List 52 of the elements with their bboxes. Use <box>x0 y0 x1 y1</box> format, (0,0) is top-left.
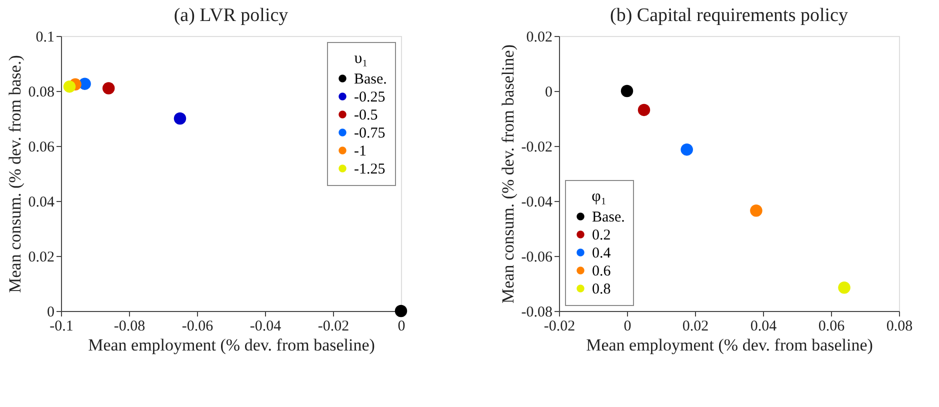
x-tick-label: 0 <box>398 318 406 334</box>
legend-label: Base. <box>354 72 387 88</box>
point <box>174 112 186 125</box>
chart-title: (b) Capital requirements policy <box>610 5 848 26</box>
y-tick-label: 0.06 <box>28 140 55 156</box>
legend-label: 0.8 <box>592 282 611 298</box>
legend-label: -0.25 <box>354 90 386 106</box>
y-tick-label: -0.08 <box>521 304 552 320</box>
y-axis-title: Mean consum. (% dev. from base.) <box>5 55 24 293</box>
point <box>394 304 408 318</box>
legend-label: -0.75 <box>354 126 386 142</box>
y-tick-label: -0.06 <box>521 250 553 266</box>
y-tick-label: 0.08 <box>28 84 54 100</box>
x-tick-label: -0.02 <box>318 318 350 334</box>
x-tick-label: 0 <box>624 318 632 334</box>
legend-label: 0.6 <box>592 264 612 280</box>
point <box>638 104 650 116</box>
x-tick-label: 0.02 <box>682 318 709 334</box>
x-tick-label: -0.04 <box>250 318 282 334</box>
legend-label: -0.5 <box>354 108 378 124</box>
legend-title: φ₁ <box>592 188 606 205</box>
x-axis-title: Mean employment (% dev. from baseline) <box>88 336 375 354</box>
y-tick-label: 0.02 <box>28 250 54 266</box>
point <box>838 282 850 294</box>
y-tick-label: 0.04 <box>28 194 55 210</box>
point <box>750 204 762 217</box>
y-axis-title: Mean consum. (% dev. from baseline) <box>498 44 518 304</box>
y-tick-label: 0 <box>545 84 552 100</box>
legend-label: 0.4 <box>592 246 612 262</box>
x-axis-title: Mean employment (% dev. from baseline) <box>586 336 873 354</box>
point <box>102 82 115 94</box>
legend-label: -1.25 <box>354 162 386 178</box>
point <box>680 143 693 156</box>
x-tick-label: -0.06 <box>182 318 214 334</box>
legend-label: -1 <box>354 144 366 160</box>
legend-label: 0.2 <box>592 228 611 244</box>
y-tick-label: -0.02 <box>521 140 552 156</box>
x-tick-label: 0.04 <box>750 318 778 334</box>
x-tick-label: -0.02 <box>544 318 576 334</box>
point <box>620 84 634 98</box>
chart-title: (a) LVR policy <box>174 5 289 26</box>
y-tick-label: 0.1 <box>36 30 54 46</box>
y-tick-label: 0 <box>47 304 54 320</box>
x-tick-label: 0.08 <box>886 318 913 334</box>
point <box>63 80 76 93</box>
legend-title: υ₁ <box>354 50 368 67</box>
x-tick-label: 0.06 <box>818 318 846 334</box>
y-tick-label: -0.04 <box>521 194 553 210</box>
x-tick-label: -0.1 <box>50 318 74 334</box>
legend-label: Base. <box>592 210 625 226</box>
x-tick-label: -0.08 <box>114 318 146 334</box>
y-tick-label: 0.02 <box>526 30 552 46</box>
